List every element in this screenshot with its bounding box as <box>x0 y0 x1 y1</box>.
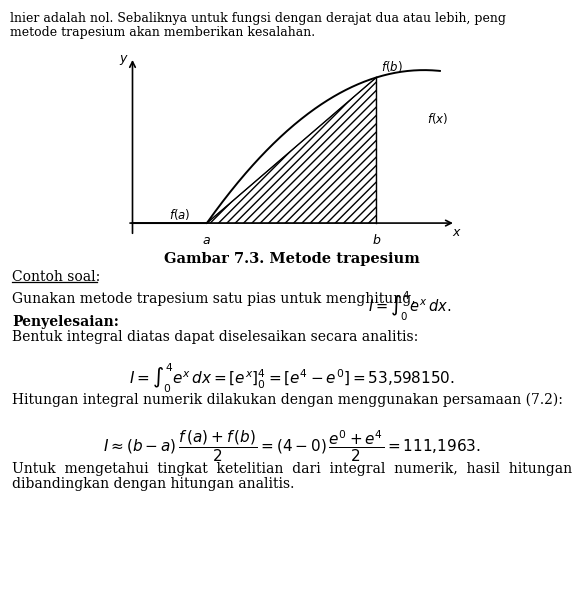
Text: $f(b)$: $f(b)$ <box>381 58 402 74</box>
Text: $I = \int_0^4 e^x\,dx = \left[e^x\right]_0^4 = \left[e^4 - e^0\right] = 53{,}598: $I = \int_0^4 e^x\,dx = \left[e^x\right]… <box>129 362 454 396</box>
Text: $I = \int_0^4 e^x\, dx.$: $I = \int_0^4 e^x\, dx.$ <box>368 290 451 324</box>
Text: y: y <box>120 52 127 65</box>
Text: x: x <box>452 226 459 239</box>
Text: a: a <box>203 234 210 248</box>
Text: $f(x)$: $f(x)$ <box>427 111 448 126</box>
Text: Hitungan integral numerik dilakukan dengan menggunakan persamaan (7.2):: Hitungan integral numerik dilakukan deng… <box>12 393 563 408</box>
Text: Gambar 7.3. Metode trapesium: Gambar 7.3. Metode trapesium <box>164 252 419 266</box>
Text: Gunakan metode trapesium satu pias untuk menghitung,: Gunakan metode trapesium satu pias untuk… <box>12 292 416 306</box>
Text: $f(a)$: $f(a)$ <box>170 206 191 222</box>
Text: Bentuk integral diatas dapat diselesaikan secara analitis:: Bentuk integral diatas dapat diselesaika… <box>12 330 418 344</box>
Text: $I \approx (b-a)\,\dfrac{f\,(a)+f\,(b)}{2} = (4-0)\,\dfrac{e^0+e^4}{2} = 111{,}1: $I \approx (b-a)\,\dfrac{f\,(a)+f\,(b)}{… <box>103 428 480 464</box>
Text: metode trapesium akan memberikan kesalahan.: metode trapesium akan memberikan kesalah… <box>10 26 315 39</box>
Text: Untuk  mengetahui  tingkat  ketelitian  dari  integral  numerik,  hasil  hitunga: Untuk mengetahui tingkat ketelitian dari… <box>12 462 572 476</box>
Text: Contoh soal:: Contoh soal: <box>12 270 100 284</box>
Text: lnier adalah nol. Sebaliknya untuk fungsi dengan derajat dua atau lebih, peng: lnier adalah nol. Sebaliknya untuk fungs… <box>10 12 506 25</box>
Text: Penyelesaian:: Penyelesaian: <box>12 315 119 329</box>
Text: dibandingkan dengan hitungan analitis.: dibandingkan dengan hitungan analitis. <box>12 477 294 491</box>
Text: b: b <box>373 234 380 248</box>
